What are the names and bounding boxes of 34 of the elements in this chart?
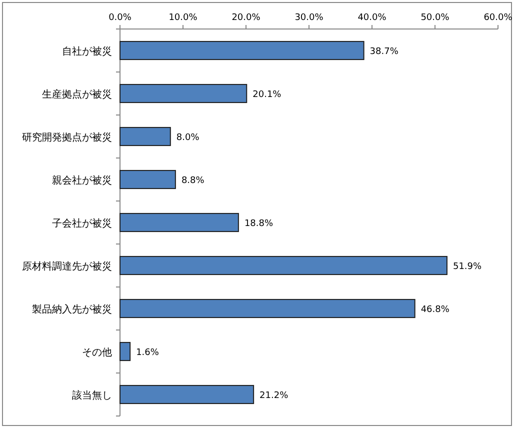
bar (120, 40, 364, 60)
y-tick-label: その他 (82, 346, 112, 358)
y-tick-label: 生産拠点が被災 (42, 88, 112, 100)
x-tick-label: 10.0% (168, 13, 198, 23)
data-label: 8.8% (181, 176, 205, 186)
data-label: 18.8% (244, 219, 274, 229)
data-label: 8.0% (176, 133, 200, 143)
bar (120, 84, 248, 104)
data-label: 46.8% (420, 305, 450, 315)
bar (120, 298, 416, 318)
data-label: 21.2% (260, 391, 289, 401)
y-tick-label: 該当無し (72, 390, 112, 402)
y-tick-label: 自社が被災 (62, 46, 112, 58)
bar (120, 212, 239, 232)
x-tick-label: 0.0% (108, 13, 132, 23)
x-tick-label: 60.0% (484, 13, 513, 23)
y-tick-label: 原材料調達先が被災 (22, 260, 112, 272)
bar (120, 384, 254, 404)
x-tick-label: 20.0% (232, 13, 261, 23)
data-label: 38.7% (370, 47, 399, 57)
data-label: 1.6% (136, 348, 160, 358)
data-label: 51.9% (452, 262, 482, 272)
x-tick-label: 30.0% (294, 13, 324, 23)
bar (120, 170, 176, 190)
y-tick-label: 研究開発拠点が被災 (22, 132, 112, 144)
y-tick-label: 親会社が被災 (52, 174, 112, 186)
x-tick-label: 40.0% (358, 13, 387, 23)
data-label: 20.1% (252, 90, 282, 100)
bar (120, 126, 171, 146)
bar (120, 342, 131, 362)
y-tick-label: 製品納入先が被災 (32, 304, 112, 316)
x-tick-label: 50.0% (420, 13, 450, 23)
bar (120, 256, 448, 276)
y-tick-label: 子会社が被災 (52, 218, 112, 230)
